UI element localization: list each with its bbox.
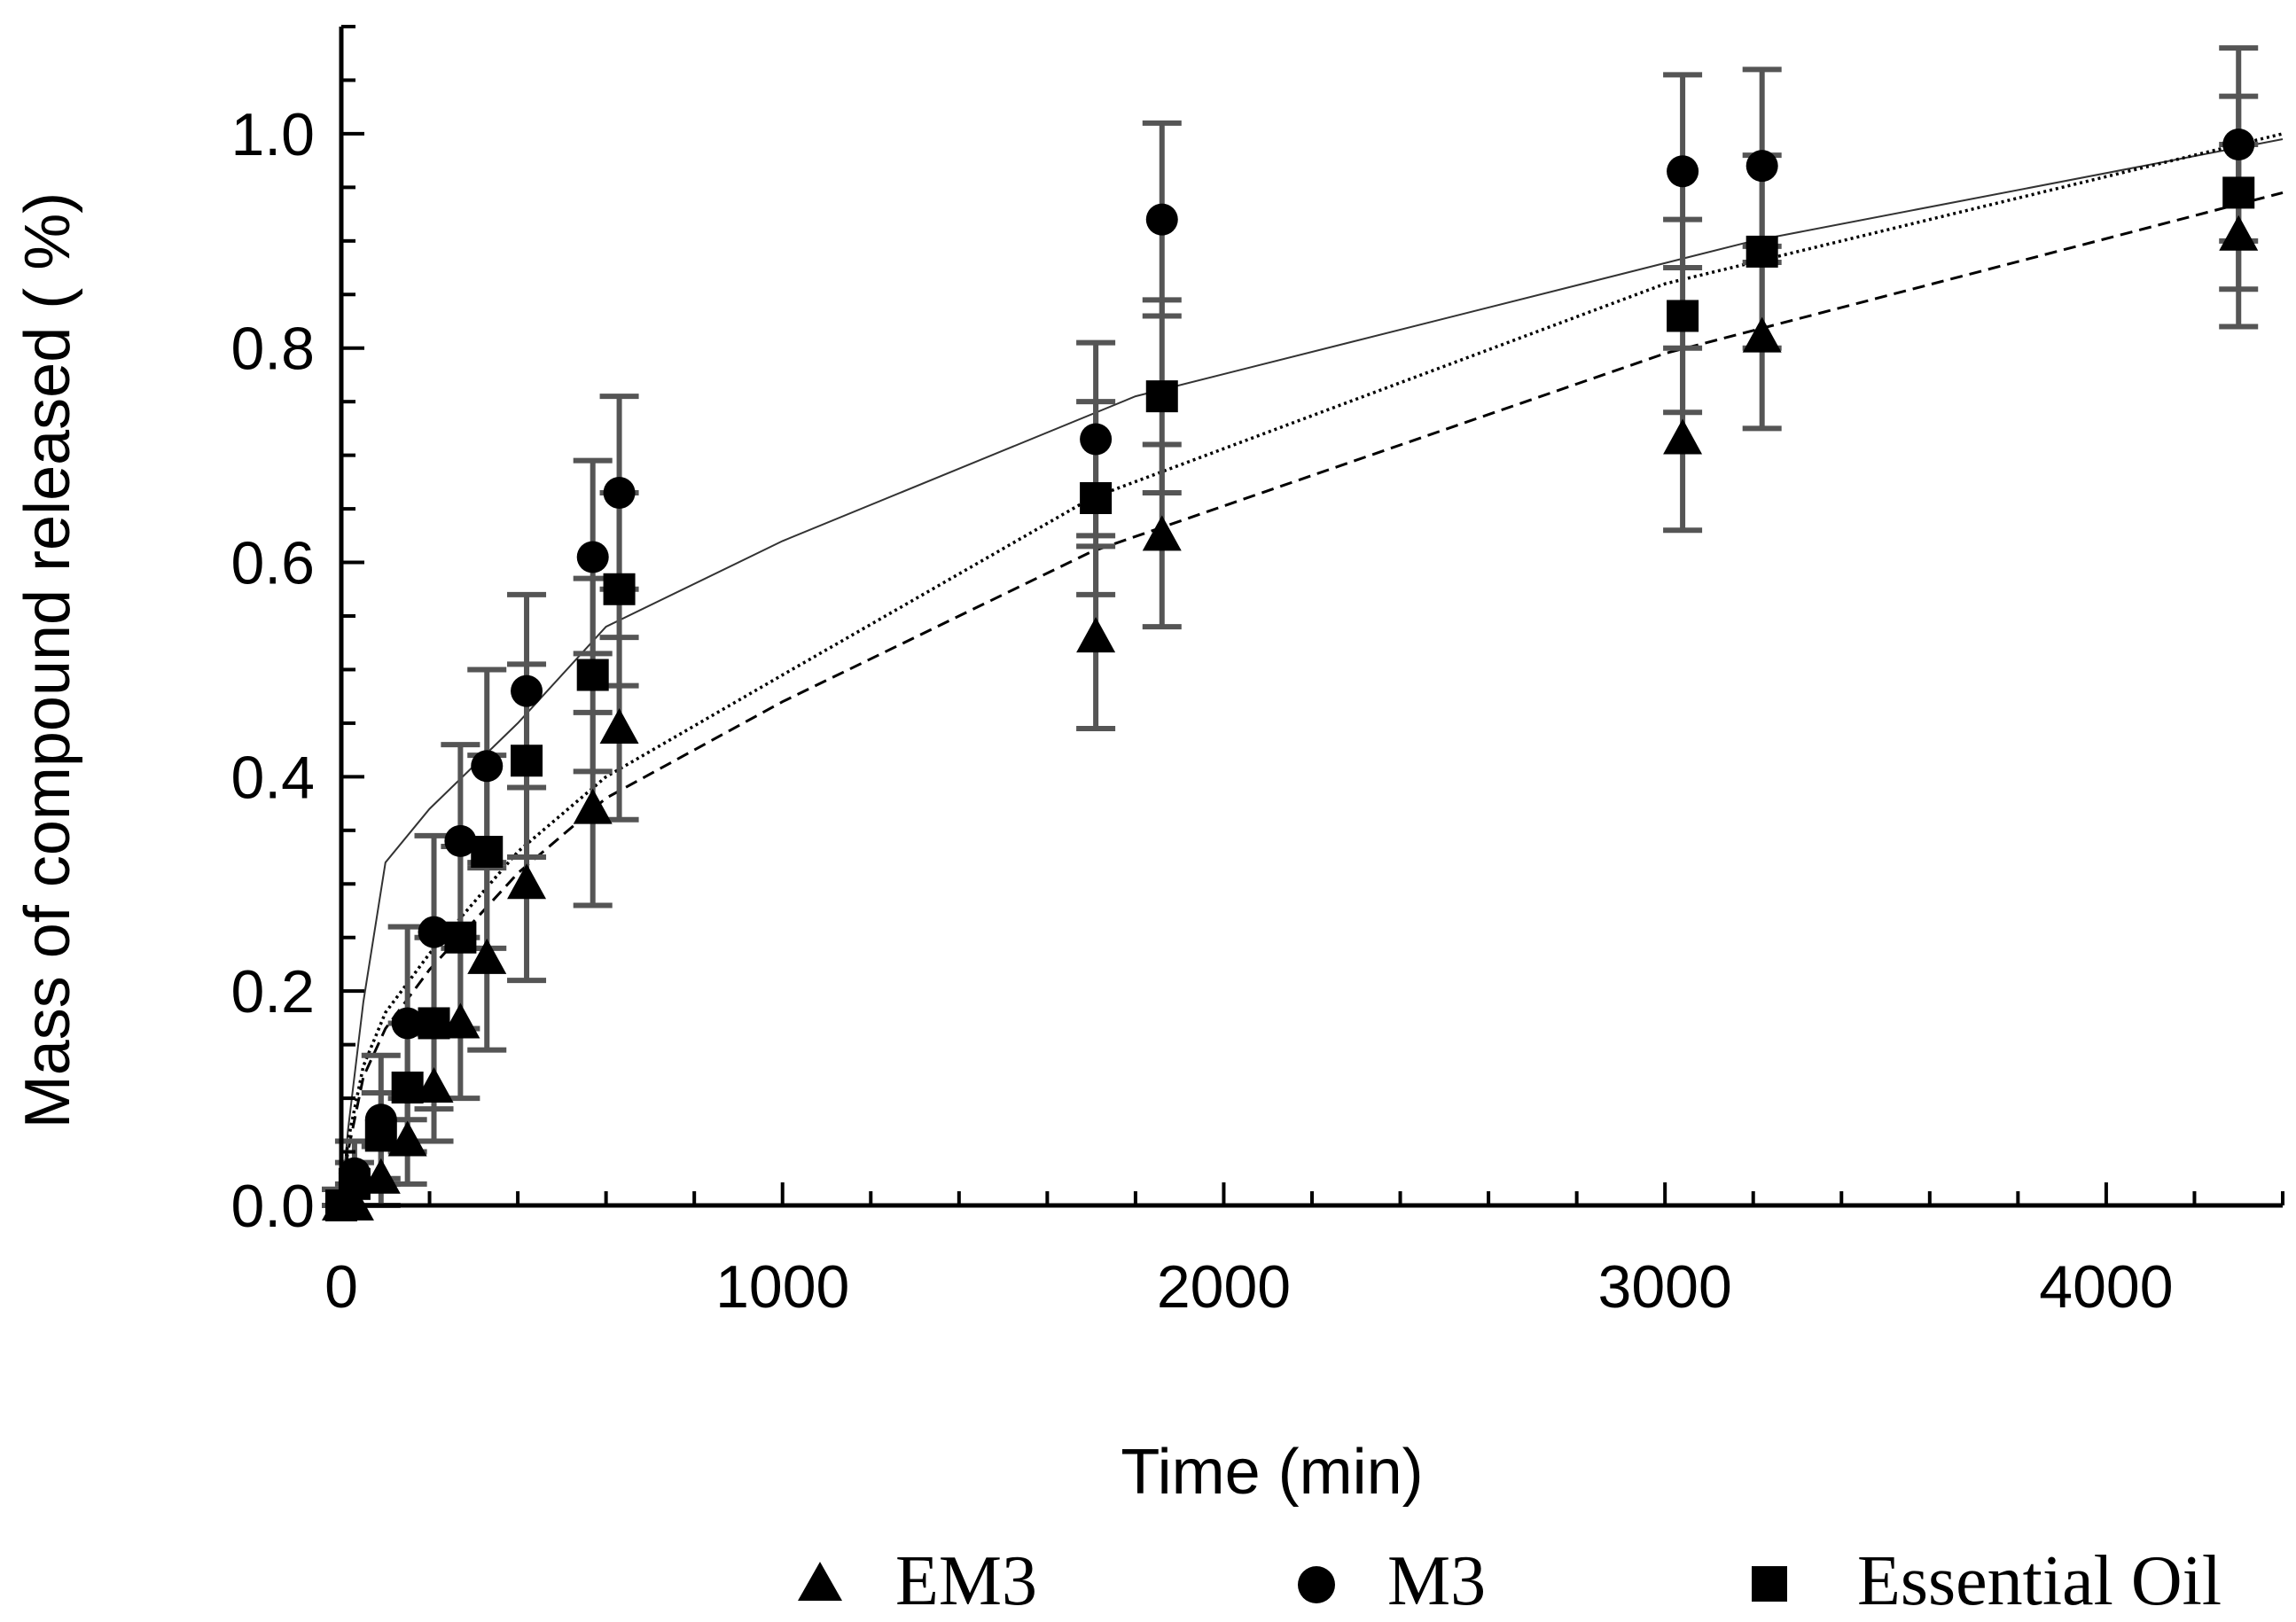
point-essential-oil xyxy=(471,836,504,868)
point-em3 xyxy=(1742,316,1782,353)
point-m3 xyxy=(1667,155,1699,188)
x-tick-label: 0 xyxy=(324,1253,358,1321)
y-tick-label: 0.4 xyxy=(230,744,315,811)
point-em3 xyxy=(467,938,507,974)
legend: EM3 M3 Essential Oil xyxy=(798,1542,2222,1620)
point-m3 xyxy=(444,824,477,857)
point-essential-oil xyxy=(338,1167,371,1200)
point-m3 xyxy=(576,541,609,573)
point-em3 xyxy=(1142,515,1182,551)
point-essential-oil xyxy=(603,573,636,605)
point-essential-oil xyxy=(1080,482,1113,514)
point-em3 xyxy=(507,863,547,900)
axes xyxy=(339,25,2284,1208)
x-axis-title: Time (min) xyxy=(1121,1437,1423,1508)
point-m3 xyxy=(1745,150,1778,183)
point-essential-oil xyxy=(2222,176,2255,209)
error-bars xyxy=(322,45,2259,1208)
y-tick-label: 0.0 xyxy=(230,1173,315,1240)
point-essential-oil xyxy=(364,1119,397,1152)
point-em3 xyxy=(361,1158,401,1194)
legend-marker-triangle xyxy=(798,1562,842,1601)
point-em3 xyxy=(573,788,613,824)
point-essential-oil xyxy=(418,1007,450,1040)
point-essential-oil xyxy=(444,921,477,954)
data-markers xyxy=(322,129,2259,1221)
legend-label-m3: M3 xyxy=(1387,1542,1486,1620)
point-essential-oil xyxy=(391,1072,424,1103)
legend-item-em3: EM3 xyxy=(798,1542,1037,1620)
fit-curve-m3-fit xyxy=(340,138,2284,1206)
x-tick-label: 1000 xyxy=(715,1253,849,1321)
point-em3 xyxy=(2219,214,2259,251)
point-essential-oil xyxy=(1745,235,1778,268)
fit-curve-essential-oil-fit xyxy=(340,132,2284,1206)
point-em3 xyxy=(414,1067,454,1103)
point-m3 xyxy=(603,476,636,509)
legend-marker-square xyxy=(1752,1566,1787,1602)
tick-labels: 0.0 0.2 0.4 0.6 0.8 1.0 0 1000 2000 3000 4000 xyxy=(230,101,2173,1321)
legend-marker-circle xyxy=(1298,1566,1335,1603)
point-em3 xyxy=(441,1002,480,1039)
x-tick-label: 2000 xyxy=(1157,1253,1291,1321)
point-essential-oil xyxy=(1667,300,1699,332)
point-em3 xyxy=(1076,617,1116,653)
point-essential-oil xyxy=(511,745,543,777)
point-m3 xyxy=(391,1007,424,1040)
point-essential-oil xyxy=(1145,380,1178,413)
point-em3 xyxy=(599,707,639,744)
point-m3 xyxy=(1080,423,1113,456)
point-m3 xyxy=(1145,203,1178,236)
legend-item-m3: M3 xyxy=(1298,1542,1486,1620)
fit-curves xyxy=(340,132,2284,1206)
point-essential-oil xyxy=(576,659,609,691)
x-tick-label: 3000 xyxy=(1598,1253,1732,1321)
legend-label-essential-oil: Essential Oil xyxy=(1857,1542,2222,1620)
fit-curve-em3-fit xyxy=(340,191,2284,1206)
point-m3 xyxy=(2222,129,2255,160)
legend-item-essential-oil: Essential Oil xyxy=(1752,1542,2222,1620)
point-em3 xyxy=(1663,418,1703,455)
point-m3 xyxy=(511,675,543,707)
point-em3 xyxy=(387,1120,427,1157)
y-tick-label: 0.2 xyxy=(230,958,315,1025)
x-tick-label: 4000 xyxy=(2039,1253,2173,1321)
y-tick-label: 0.8 xyxy=(230,316,315,383)
y-axis-title: Mass of compound released ( %) xyxy=(12,192,83,1128)
legend-label-em3: EM3 xyxy=(895,1542,1037,1620)
point-m3 xyxy=(418,916,450,948)
y-tick-label: 1.0 xyxy=(230,101,315,168)
y-tick-label: 0.6 xyxy=(230,530,315,597)
point-m3 xyxy=(471,750,504,783)
